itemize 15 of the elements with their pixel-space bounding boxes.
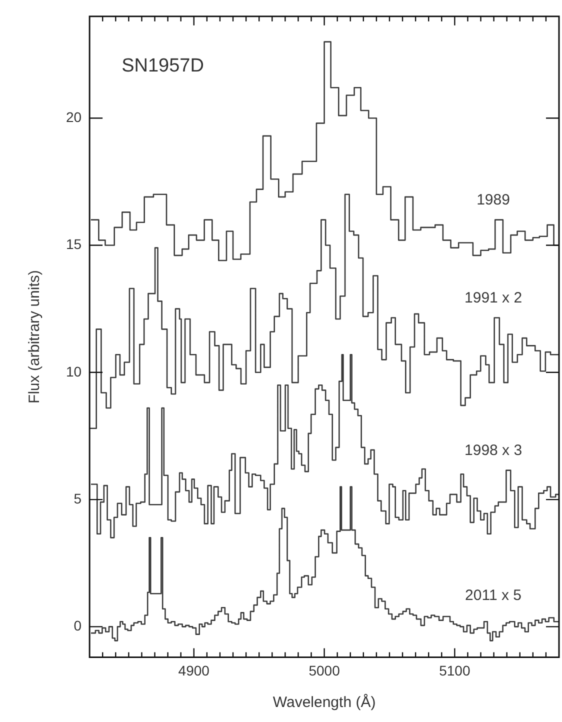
y-tick-label: 0 (74, 618, 82, 634)
x-axis-title: Wavelength (Å) (272, 693, 376, 712)
series-label: 1991 x 2 (464, 289, 522, 306)
y-tick-label: 15 (66, 236, 82, 252)
text: SN1957D (122, 56, 204, 77)
x-tick-label: 5100 (439, 662, 470, 678)
series-label: 1998 x 3 (464, 442, 522, 459)
series-label: 2011 x 5 (465, 586, 522, 604)
y-tick-label: 5 (74, 490, 82, 506)
series-label: 1989 (476, 191, 510, 208)
x-tick-label: 4900 (178, 662, 210, 678)
y-axis-title: Flux (arbitrary units) (26, 270, 44, 404)
y-tick-label: 20 (66, 108, 82, 125)
y-tick-label: 10 (66, 363, 82, 380)
x-tick-label: 5000 (308, 662, 340, 678)
